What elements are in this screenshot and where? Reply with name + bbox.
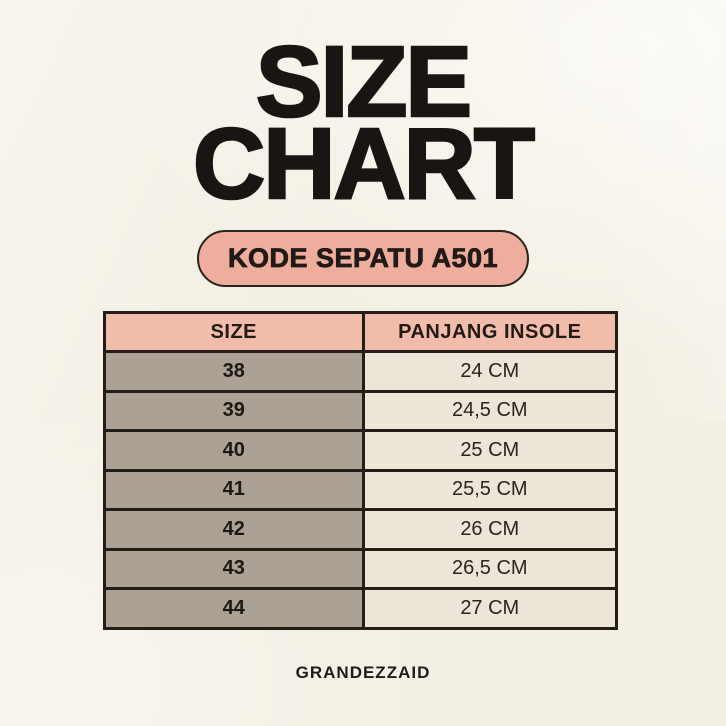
shoe-code-badge: KODE SEPATU A501: [197, 230, 529, 287]
size-cell: 41: [103, 468, 365, 511]
insole-cell: 24,5 CM: [361, 389, 619, 432]
table-row: 38 24 CM: [103, 350, 619, 393]
table-row: 42 26 CM: [103, 508, 619, 551]
size-chart-table: SIZE PANJANG INSOLE 38 24 CM 39 24,5 CM …: [103, 311, 619, 630]
table-header-row: SIZE PANJANG INSOLE: [103, 311, 619, 353]
size-cell: 40: [103, 429, 365, 472]
size-cell: 43: [103, 547, 365, 590]
table-row: 43 26,5 CM: [103, 547, 619, 590]
page-title: SIZE CHART: [0, 26, 726, 220]
insole-cell: 24 CM: [361, 350, 619, 393]
table-row: 39 24,5 CM: [103, 389, 619, 432]
insole-cell: 26 CM: [361, 508, 619, 551]
table-row: 40 25 CM: [103, 429, 619, 472]
table-row: 44 27 CM: [103, 587, 619, 630]
size-cell: 38: [103, 350, 365, 393]
size-cell: 42: [103, 508, 365, 551]
page-title-line2: CHART: [192, 108, 537, 220]
shoe-code-badge-label: KODE SEPATU A501: [227, 243, 499, 274]
insole-cell: 25,5 CM: [361, 468, 619, 511]
brand-name: GRANDEZZAID: [295, 663, 431, 682]
insole-cell: 25 CM: [361, 429, 619, 472]
size-column-header: SIZE: [103, 311, 365, 353]
size-cell: 44: [103, 587, 365, 630]
insole-cell: 27 CM: [361, 587, 619, 630]
table-row: 41 25,5 CM: [103, 468, 619, 511]
insole-column-header: PANJANG INSOLE: [361, 311, 619, 353]
insole-cell: 26,5 CM: [361, 547, 619, 590]
page-title-line1: SIZE: [255, 26, 474, 138]
size-cell: 39: [103, 389, 365, 432]
